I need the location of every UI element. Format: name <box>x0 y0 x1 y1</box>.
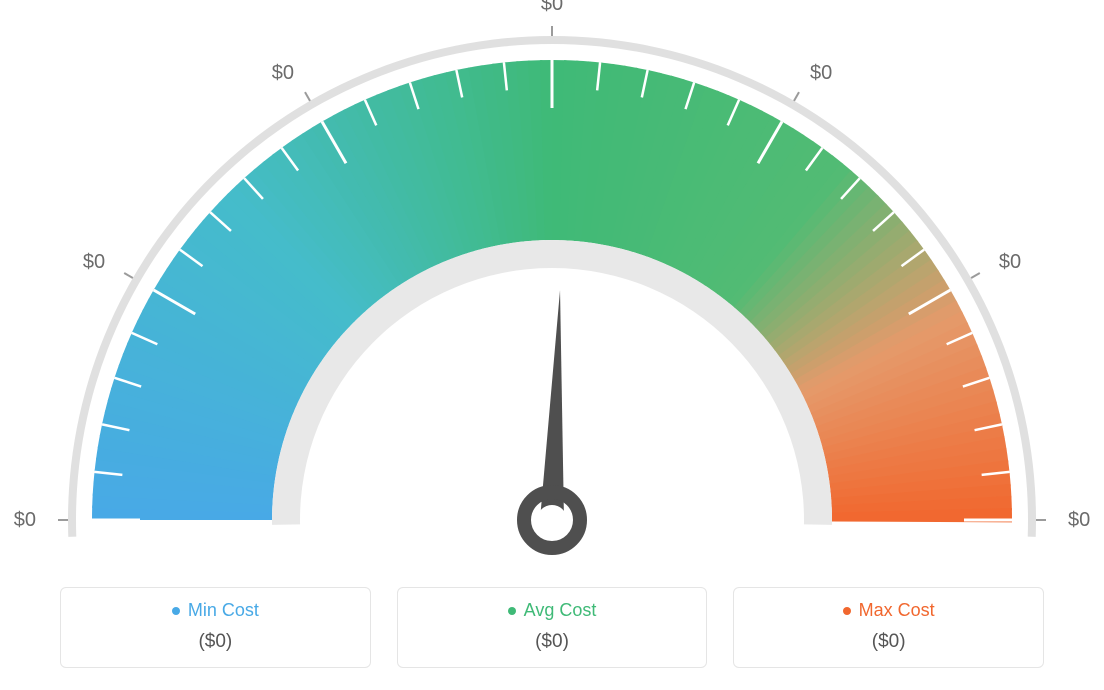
legend-title-max: Max Cost <box>843 600 935 621</box>
legend-title-avg: Avg Cost <box>508 600 597 621</box>
legend-dot-max <box>843 607 851 615</box>
legend-card-min: Min Cost ($0) <box>60 587 371 668</box>
legend-dot-min <box>172 607 180 615</box>
legend-value-min: ($0) <box>71 631 360 653</box>
legend-title-min: Min Cost <box>172 600 259 621</box>
legend-value-max: ($0) <box>744 631 1033 653</box>
legend-card-avg: Avg Cost ($0) <box>397 587 708 668</box>
svg-text:$0: $0 <box>272 62 294 84</box>
legend-row: Min Cost ($0) Avg Cost ($0) Max Cost ($0… <box>60 587 1044 668</box>
svg-text:$0: $0 <box>1068 509 1090 531</box>
svg-text:$0: $0 <box>83 251 105 273</box>
legend-label-avg: Avg Cost <box>524 600 597 621</box>
legend-label-max: Max Cost <box>859 600 935 621</box>
cost-gauge-chart: $0 $0 $0 $0 $0 $0 $0 Min Cost ($0) Avg Cost ($… <box>0 0 1104 690</box>
gauge-area: $0 $0 $0 $0 $0 $0 $0 <box>0 0 1104 560</box>
legend-label-min: Min Cost <box>188 600 259 621</box>
svg-text:$0: $0 <box>999 251 1021 273</box>
svg-text:$0: $0 <box>541 0 563 15</box>
legend-dot-avg <box>508 607 516 615</box>
svg-text:$0: $0 <box>14 509 36 531</box>
svg-text:$0: $0 <box>810 62 832 84</box>
legend-card-max: Max Cost ($0) <box>733 587 1044 668</box>
gauge-svg: $0 $0 $0 $0 $0 $0 $0 <box>0 0 1104 560</box>
legend-value-avg: ($0) <box>408 631 697 653</box>
